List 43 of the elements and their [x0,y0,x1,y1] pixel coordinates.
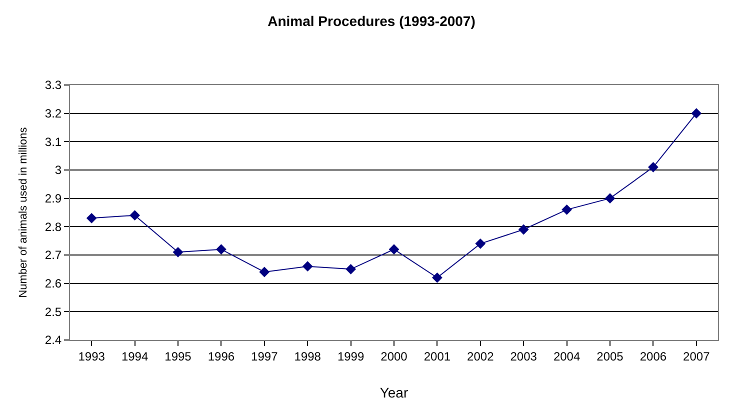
x-tick-label: 2000 [380,349,408,364]
x-tick-label: 2002 [467,349,494,364]
x-tick-label: 1999 [337,349,364,364]
chart-title: Animal Procedures (1993-2007) [268,13,476,30]
x-tick-label: 1997 [251,349,278,364]
point [259,266,270,278]
x-tick-label: 2003 [510,349,538,364]
point [432,272,442,283]
point [172,246,184,258]
y-tick-label: 2.6 [44,276,62,291]
x-tick-label: 2001 [424,349,451,364]
x-tick-label: 1998 [294,349,322,364]
x-tick-label: 1993 [78,349,106,364]
y-tick-label: 3.3 [44,78,62,92]
point [518,224,529,235]
point [691,108,702,119]
point [604,193,616,204]
y-tick-label: 2.5 [44,304,62,319]
x-axis-title: Year [380,384,408,401]
point [216,244,226,255]
point [475,238,486,249]
x-tick-label: 2005 [596,349,624,364]
point [648,162,658,172]
x-tick-label: 1996 [208,349,235,364]
point [302,261,313,272]
point [86,212,97,224]
x-tick-label: 2006 [640,349,667,364]
y-tick-label: 3.1 [44,134,62,149]
point [562,204,572,215]
x-tick-label: 1995 [164,349,192,364]
point [388,244,400,255]
y-axis-title: Number of animals used in millions [18,126,30,298]
y-tick-label: 2.9 [44,192,62,206]
y-tick-label: 3.2 [44,106,62,121]
x-tick-label: 2004 [553,349,580,364]
x-tick-label: 2007 [683,349,710,364]
y-tick-label: 2.7 [44,248,62,262]
point [130,210,140,221]
y-tick-label: 2.4 [44,333,62,348]
y-tick-label: 2.8 [44,220,62,234]
point [346,264,356,274]
y-tick-label: 3 [54,163,62,178]
x-tick-label: 1994 [121,349,148,364]
